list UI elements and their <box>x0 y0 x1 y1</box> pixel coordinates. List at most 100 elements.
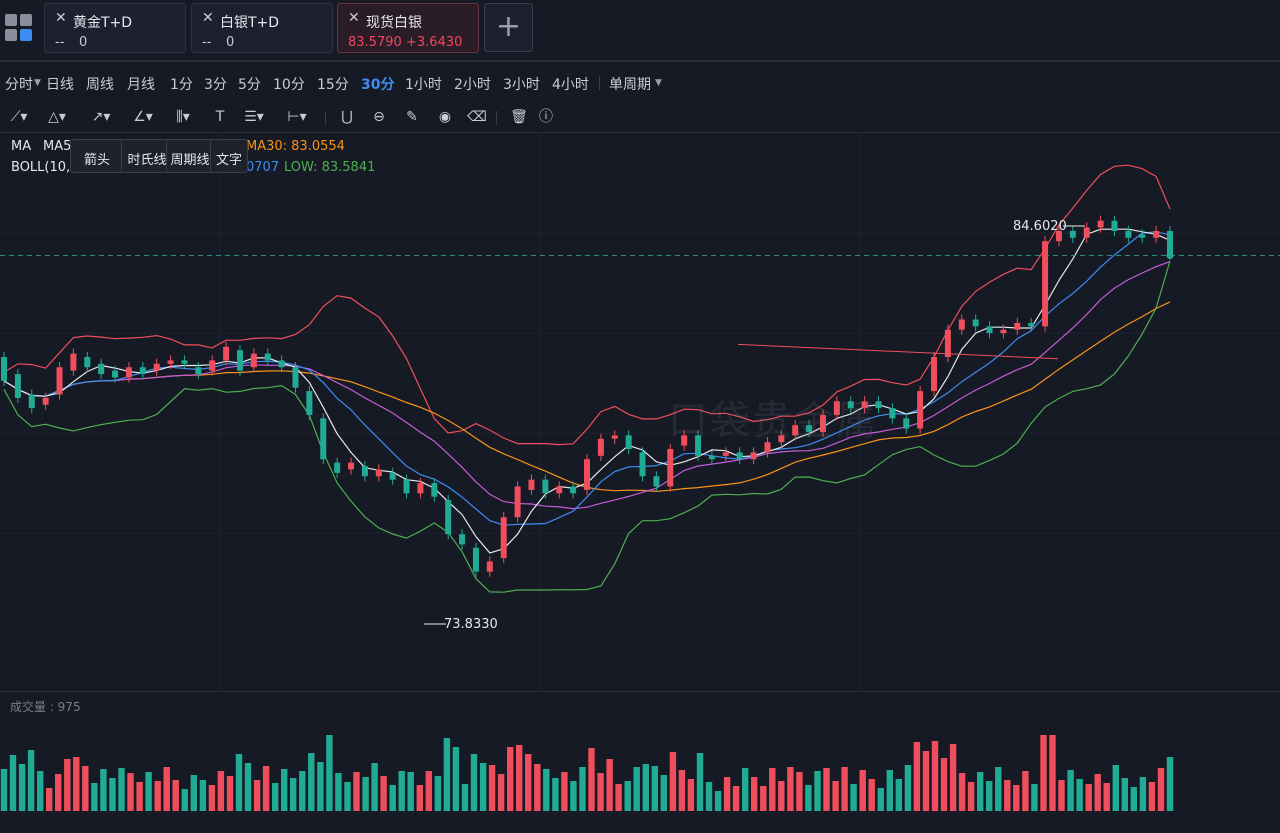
volume-bar <box>543 769 550 811</box>
candle-body <box>1167 230 1173 255</box>
tab-gold-td[interactable]: ✕ 黄金T+D -- 0 <box>44 3 186 53</box>
candle-body <box>417 483 424 494</box>
boll-mid-value: 0707 <box>246 160 280 175</box>
tab-price: 83.5790 <box>348 35 402 50</box>
candle-body <box>125 367 132 378</box>
volume-bar <box>0 769 8 811</box>
volume-bar <box>931 741 939 811</box>
tool-popup-text[interactable]: 文字 <box>210 139 248 173</box>
period-intraday[interactable]: 分时 <box>5 77 33 93</box>
volume-bar <box>425 771 432 811</box>
candle-body <box>570 486 577 494</box>
volume-bar <box>27 750 35 811</box>
candle-body <box>42 397 49 405</box>
price-chart[interactable]: 84.6020 73.8330 <box>0 133 1280 691</box>
period-2h[interactable]: 2小时 <box>454 77 491 93</box>
magnet-icon[interactable]: ⋃ <box>341 109 353 125</box>
candle-body <box>806 425 813 432</box>
tab-silver-td[interactable]: ✕ 白银T+D -- 0 <box>191 3 333 53</box>
candle-body <box>736 452 743 460</box>
candle-body <box>667 449 674 487</box>
candle-body <box>431 483 438 497</box>
period-weekly[interactable]: 周线 <box>86 77 114 93</box>
chevron-down-icon[interactable]: ▼ <box>34 78 41 88</box>
add-tab-button[interactable]: + <box>484 3 533 52</box>
measure-tool-icon[interactable]: ⊢▾ <box>287 109 307 125</box>
tab-change: +3.6430 <box>406 35 463 50</box>
close-icon[interactable]: ✕ <box>202 10 214 26</box>
volume-bar <box>986 781 993 811</box>
drawing-toolbar: ⟋▾ △▾ ↗▾ ∠▾ ⫼▾ T ☰▾ ⊢▾ ⋃ ⊖ ✎ ◉ ⌫ 🗑 ⓘ <box>0 103 1280 131</box>
volume-bar <box>1085 784 1092 811</box>
candle-body <box>847 401 854 409</box>
period-3m[interactable]: 3分 <box>204 77 227 93</box>
volume-bar <box>552 778 559 811</box>
candle-body <box>1055 230 1062 242</box>
volume-bar <box>751 777 758 811</box>
candle-body <box>112 370 119 378</box>
triangle-tool-icon[interactable]: △▾ <box>48 109 66 125</box>
tab-name: 现货白银 <box>366 15 422 31</box>
period-3h[interactable]: 3小时 <box>503 77 540 93</box>
volume-bar <box>497 774 505 811</box>
candle-body <box>1111 220 1118 231</box>
divider <box>496 111 497 125</box>
volume-bar <box>696 753 704 811</box>
candle-body <box>639 452 646 477</box>
candle-body <box>514 486 521 518</box>
volume-bar <box>669 752 677 811</box>
volume-bar <box>290 778 297 811</box>
line-tool-icon[interactable]: ⟋▾ <box>10 109 28 125</box>
ma-legend[interactable]: MA <box>11 139 32 154</box>
candle-body <box>1028 322 1035 327</box>
info-icon[interactable]: ⓘ <box>539 109 553 125</box>
period-single-select[interactable]: 单周期 <box>609 77 651 93</box>
trash-icon[interactable]: 🗑 <box>510 109 528 125</box>
tab-spot-silver[interactable]: ✕ 现货白银 83.5790 +3.6430 <box>337 3 479 53</box>
volume-bar <box>136 782 143 811</box>
period-1h[interactable]: 1小时 <box>405 77 442 93</box>
candle-body <box>875 401 882 409</box>
period-30m[interactable]: 30分 <box>361 77 395 93</box>
eye-icon[interactable]: ◉ <box>438 109 452 125</box>
volume-bar <box>172 780 179 811</box>
chevron-down-icon[interactable]: ▼ <box>655 78 662 88</box>
candle-body <box>403 479 410 494</box>
volume-legend: 成交量 : 975 <box>10 700 81 714</box>
period-monthly[interactable]: 月线 <box>127 77 155 93</box>
period-daily[interactable]: 日线 <box>46 77 74 93</box>
period-1m[interactable]: 1分 <box>170 77 193 93</box>
angle-tool-icon[interactable]: ∠▾ <box>133 109 153 125</box>
volume-bar <box>1130 787 1137 811</box>
period-4h[interactable]: 4小时 <box>552 77 589 93</box>
candle-body <box>167 360 174 364</box>
close-icon[interactable]: ✕ <box>55 10 67 26</box>
lock-icon[interactable]: ⊖ <box>373 109 385 125</box>
fib-tool-icon[interactable]: ⫼▾ <box>176 109 190 125</box>
period-15m[interactable]: 15分 <box>317 77 349 93</box>
text-tool-icon[interactable]: T <box>215 109 225 125</box>
edit-icon[interactable]: ✎ <box>406 109 418 125</box>
arrow-tool-icon[interactable]: ↗▾ <box>91 109 111 125</box>
eraser-icon[interactable]: ⌫ <box>467 109 487 125</box>
tool-popup-arrow[interactable]: 箭头 <box>70 139 124 173</box>
candle-body <box>986 326 993 334</box>
period-10m[interactable]: 10分 <box>273 77 305 93</box>
volume-bar <box>353 772 360 811</box>
boll-legend[interactable]: BOLL(10, <box>11 160 71 175</box>
volume-bar <box>787 767 794 811</box>
candle-body <box>833 401 840 415</box>
volume-bar <box>579 767 586 811</box>
period-5m[interactable]: 5分 <box>238 77 261 93</box>
volume-bar <box>633 767 640 811</box>
tool-popup-period[interactable]: 周期线 <box>166 139 214 173</box>
volume-bar <box>73 757 80 811</box>
note-tool-icon[interactable]: ☰▾ <box>244 109 264 125</box>
volume-bar <box>723 777 731 811</box>
menu-grid-icon[interactable] <box>5 14 33 42</box>
volume-bar <box>154 781 161 811</box>
candle-body <box>28 394 35 409</box>
tool-popup-line[interactable]: 时氏线 <box>121 139 173 173</box>
close-icon[interactable]: ✕ <box>348 10 360 26</box>
candle-body <box>445 500 452 535</box>
